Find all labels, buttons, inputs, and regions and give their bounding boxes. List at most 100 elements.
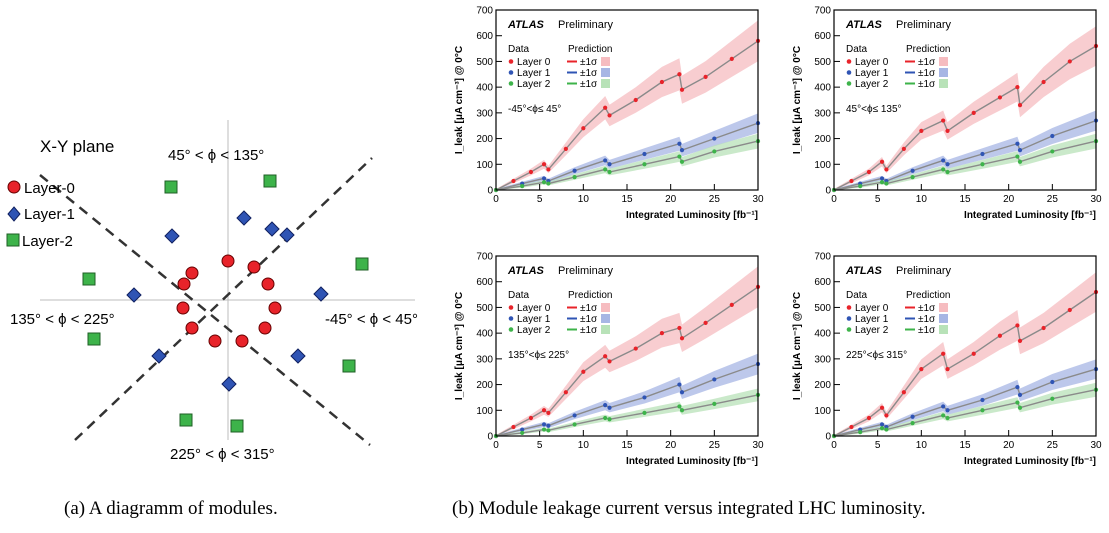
- caption-a: (a) A diagramm of modules.: [64, 498, 278, 519]
- y-tick-label: 200: [476, 380, 493, 391]
- x-tick-label: 25: [709, 440, 721, 451]
- legend-prediction-header: Prediction: [568, 44, 612, 55]
- data-point: [603, 158, 608, 163]
- data-point: [879, 159, 885, 164]
- y-tick-label: 200: [814, 380, 831, 391]
- module-layer1: [164, 228, 180, 244]
- x-tick-label: 0: [493, 440, 499, 451]
- data-point: [1015, 154, 1020, 159]
- data-point: [941, 413, 946, 418]
- data-point: [1017, 392, 1023, 397]
- data-point: [642, 410, 647, 415]
- data-point: [541, 427, 547, 432]
- legend-sigma-label: ±1σ: [580, 325, 598, 336]
- module-layer1: [279, 227, 295, 243]
- data-point: [1050, 133, 1055, 139]
- y-tick-label: 200: [814, 134, 831, 145]
- data-point: [607, 405, 612, 410]
- data-point: [941, 404, 946, 409]
- legend-band-swatch: [939, 314, 948, 323]
- data-point: [541, 162, 547, 167]
- prediction-line: [495, 40, 759, 191]
- module-layer0: [221, 254, 235, 268]
- y-tick-label: 500: [814, 303, 831, 314]
- data-point: [572, 168, 577, 173]
- x-tick-label: 20: [1003, 440, 1015, 451]
- data-point: [563, 390, 568, 395]
- prediction-line: [833, 45, 1097, 191]
- x-tick-label: 15: [959, 194, 971, 205]
- data-point: [679, 390, 685, 395]
- data-point: [1050, 149, 1055, 154]
- x-tick-label: 15: [621, 194, 633, 205]
- legend-series-label: Layer 2: [855, 79, 889, 90]
- module-layer0: [176, 301, 190, 315]
- x-tick-label: 20: [1003, 194, 1015, 205]
- data-point: [1041, 325, 1046, 331]
- module-layer0: [268, 301, 282, 315]
- data-point: [546, 410, 551, 415]
- module-layer1: [126, 287, 142, 303]
- prediction-line: [495, 363, 759, 437]
- legend-band-swatch: [601, 325, 610, 334]
- module-diagram: X-Y plane Layer-0 Layer-1 Layer-2 45° < …: [6, 120, 418, 463]
- data-point: [603, 403, 608, 408]
- module-layer0: [235, 334, 249, 348]
- legend-marker: [846, 327, 852, 332]
- data-point: [858, 430, 863, 435]
- y-tick-label: 400: [814, 83, 831, 94]
- y-tick-label: 400: [476, 83, 493, 94]
- legend-sigma-label: ±1σ: [580, 68, 598, 79]
- y-tick-label: 0: [825, 186, 831, 197]
- plot-frame: [833, 9, 1097, 191]
- x-tick-label: 10: [916, 440, 928, 451]
- legend-layer0-label: Layer-0: [24, 180, 75, 197]
- data-point: [528, 169, 534, 175]
- data-point: [879, 405, 885, 410]
- prediction-band: [496, 353, 758, 436]
- data-point: [603, 105, 608, 110]
- legend-series-label: Layer 1: [855, 68, 889, 79]
- legend-sigma-label: ±1σ: [918, 303, 936, 314]
- x-tick-label: 20: [665, 440, 677, 451]
- data-point: [607, 169, 612, 175]
- legend-data-header: Data: [508, 44, 530, 55]
- data-point: [1015, 400, 1020, 405]
- chart-panel-phi-4: 0 5 10 15 20 25 300100200300400500600700Integr…: [792, 252, 1102, 468]
- legend-series-label: Layer 1: [855, 314, 889, 325]
- legend-prediction-header: Prediction: [568, 290, 612, 301]
- data-point: [528, 415, 534, 421]
- data-point: [607, 417, 612, 422]
- data-point: [858, 184, 863, 189]
- prediction-line: [833, 291, 1097, 437]
- sector-label-right: -45° < ϕ < 45°: [325, 311, 418, 328]
- data-point: [901, 390, 906, 395]
- chart-panel-phi-1: 0 5 10 15 20 25 300100200300400500600700Integr…: [454, 6, 764, 222]
- legend-layer1-label: Layer-1: [24, 206, 75, 223]
- data-point: [945, 169, 950, 175]
- prediction-band: [834, 272, 1096, 436]
- preliminary-label: Preliminary: [896, 19, 952, 31]
- data-point: [879, 180, 885, 185]
- legend-prediction-header: Prediction: [906, 44, 950, 55]
- legend-series-label: Layer 0: [517, 57, 551, 68]
- y-tick-label: 100: [814, 160, 831, 171]
- data-point: [919, 128, 924, 133]
- x-tick-label: 0: [493, 194, 499, 205]
- y-tick-label: 300: [814, 108, 831, 119]
- data-point: [659, 331, 665, 336]
- prediction-line: [495, 286, 759, 437]
- module-layer2: [263, 174, 277, 188]
- data-point: [541, 180, 547, 185]
- module-layer2: [164, 180, 178, 194]
- caption-b: (b) Module leakage current versus integr…: [452, 498, 926, 519]
- x-tick-label: 10: [578, 194, 590, 205]
- data-point: [971, 110, 976, 115]
- legend-data-header: Data: [846, 290, 868, 301]
- data-point: [546, 167, 551, 172]
- y-tick-label: 500: [814, 57, 831, 68]
- layer1-modules: [126, 210, 329, 392]
- legend-sigma-label: ±1σ: [918, 314, 936, 325]
- legend-band-swatch: [939, 303, 948, 312]
- legend-sigma-label: ±1σ: [918, 68, 936, 79]
